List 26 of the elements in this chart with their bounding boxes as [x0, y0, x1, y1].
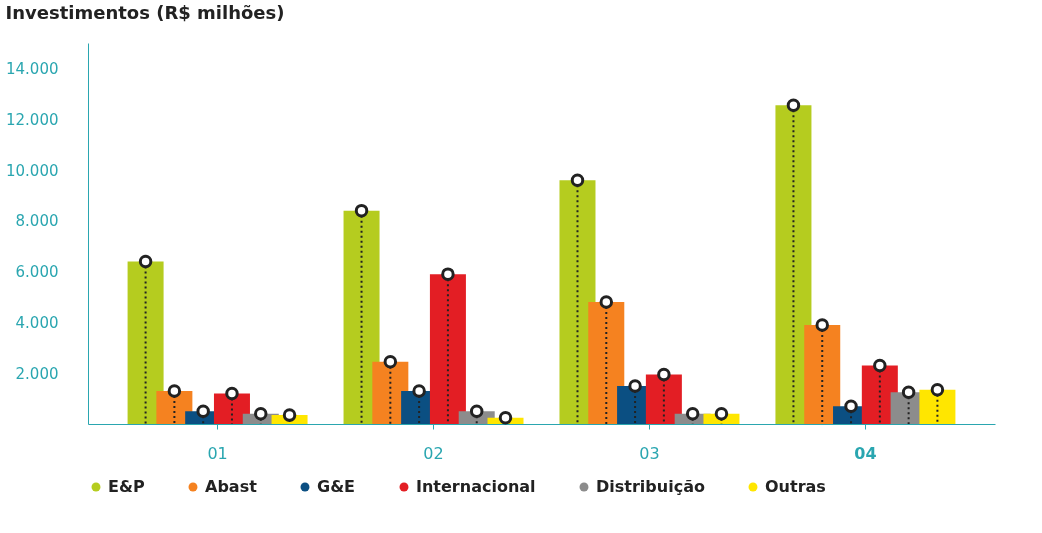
legend-label: E&P [108, 477, 145, 496]
x-tick-label: 03 [639, 443, 660, 463]
legend-label: Internacional [416, 477, 536, 496]
bar [429, 274, 466, 424]
chart-title: Investimentos (R$ milhões) [5, 2, 285, 23]
x-tick-label: 04 [854, 443, 877, 463]
y-tick-label: 12.000 [6, 110, 59, 129]
y-tick-label: 2.000 [15, 364, 59, 383]
y-tick-label: 10.000 [6, 161, 59, 180]
y-tick-label: 8.000 [15, 212, 59, 231]
bar [804, 324, 841, 424]
bar [343, 210, 380, 424]
bar [588, 302, 625, 424]
bar [645, 374, 682, 424]
bar [127, 261, 164, 424]
legend-label: Outras [765, 477, 826, 496]
bar [775, 105, 812, 424]
legend-label: Abast [205, 477, 258, 496]
x-tick-label: 02 [423, 443, 444, 463]
y-tick-label: 6.000 [15, 263, 59, 282]
legend-label: G&E [317, 477, 356, 496]
bar [919, 389, 956, 424]
y-tick-label: 4.000 [15, 313, 59, 332]
legend-label: Distribuição [596, 477, 705, 496]
y-tick-label: 14.000 [6, 59, 59, 78]
x-tick-label: 01 [207, 443, 228, 463]
